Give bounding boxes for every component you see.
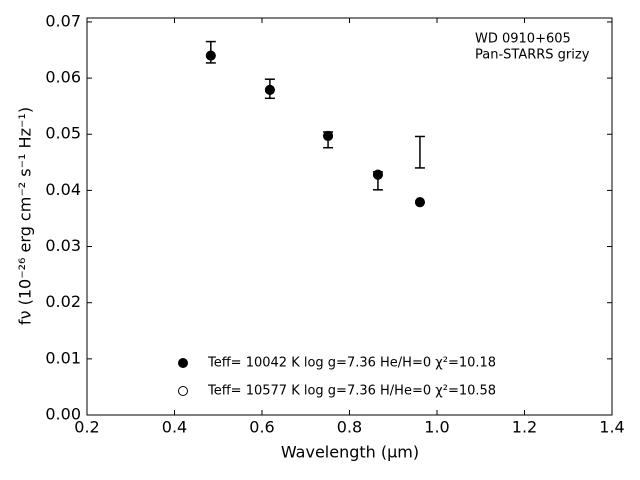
y-tick-label: 0.03 (45, 236, 81, 255)
y-tick-label: 0.02 (45, 292, 81, 311)
x-tick-label: 1.0 (424, 418, 449, 437)
y-tick-label: 0.00 (45, 405, 81, 424)
y-tick-label: 0.06 (45, 68, 81, 87)
legend-marker (178, 386, 188, 396)
data-point (264, 84, 275, 95)
legend-label: Teff= 10577 K log g=7.36 H/He=0 χ²=10.58 (207, 384, 496, 399)
data-point (414, 197, 425, 208)
data-point (372, 169, 383, 180)
data-point (205, 50, 216, 61)
x-tick-label: 1.4 (599, 418, 624, 437)
x-tick-label: 0.2 (74, 418, 99, 437)
x-axis-label: Wavelength (μm) (281, 443, 419, 462)
annotation: WD 0910+605 (475, 32, 571, 47)
legend-marker (178, 358, 188, 368)
x-tick-label: 0.4 (162, 418, 187, 437)
y-tick-label: 0.04 (45, 180, 81, 199)
x-tick-label: 0.6 (249, 418, 274, 437)
y-tick-label: 0.01 (45, 348, 81, 367)
y-axis-label: fν (10⁻²⁶ erg cm⁻² s⁻¹ Hz⁻¹) (16, 107, 35, 325)
x-tick-label: 0.8 (337, 418, 362, 437)
legend-label: Teff= 10042 K log g=7.36 He/H=0 χ²=10.18 (207, 356, 496, 371)
y-tick-label: 0.05 (45, 124, 81, 143)
annotation: Pan-STARRS grizy (475, 48, 590, 63)
data-point (323, 130, 334, 141)
y-tick-label: 0.07 (45, 11, 81, 30)
error-bar (414, 135, 425, 169)
x-tick-label: 1.2 (512, 418, 537, 437)
